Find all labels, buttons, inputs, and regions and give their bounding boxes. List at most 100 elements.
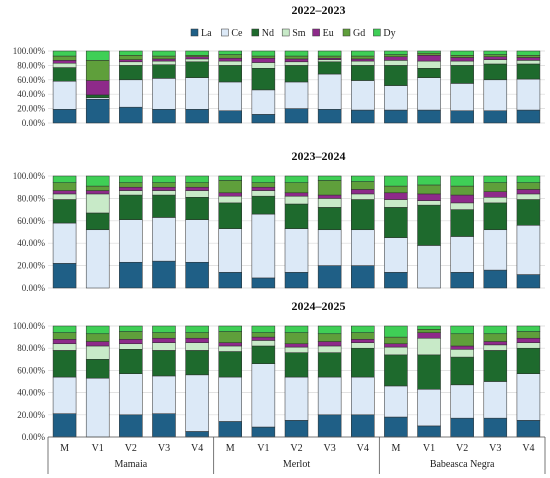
bar-segment-sm [85, 193, 110, 214]
bar-stack-m [384, 175, 408, 289]
x-tick-label: M [60, 443, 69, 454]
bar-segment-ce [384, 385, 408, 418]
bar-segment-sm [384, 346, 408, 356]
bar-segment-nd [284, 352, 309, 378]
bar-stack-v2 [284, 175, 309, 289]
bar-segment-ce [450, 384, 474, 419]
x-tick-label: M [391, 443, 400, 454]
panel-2: 2023–2024 0.00% 20.00% 40.00% 60.00% 80.00% 10… [13, 149, 545, 293]
legend-swatch [312, 28, 320, 37]
bar-segment-nd [52, 199, 77, 224]
bar-stack-v4 [185, 325, 209, 438]
bar-segment-eu [483, 341, 508, 346]
bar-segment-la [218, 110, 242, 124]
y-tick-label: 100.00% [13, 171, 46, 181]
bar-segment-dy [284, 325, 309, 333]
bar-segment-ce [85, 229, 110, 289]
bar-stack-v4 [516, 175, 541, 289]
bar-segment-la [52, 263, 77, 289]
bar-stack-v3 [317, 175, 342, 289]
bar-segment-sm [450, 202, 474, 210]
bar-segment-ce [483, 79, 508, 112]
bar-segment-dy [317, 325, 342, 335]
bar-segment-ce [119, 373, 143, 416]
bar-segment-dy [284, 50, 309, 57]
bar-segment-dy [185, 50, 209, 56]
bar-segment-sm [450, 60, 474, 66]
bar-segment-ce [85, 377, 110, 438]
bar-segment-gd [85, 185, 110, 191]
bar-segment-la [152, 109, 176, 124]
x-tick-label: V4 [357, 443, 369, 454]
bar-segment-sm [119, 61, 143, 66]
bar-segment-nd [152, 350, 176, 377]
bar-segment-gd [317, 55, 342, 59]
bar-segment-gd [218, 54, 242, 59]
bar-segment-eu [284, 58, 309, 63]
bar-segment-nd [450, 356, 474, 386]
bar-segment-dy [483, 175, 508, 183]
bar-stack-m [218, 325, 242, 438]
bar-segment-sm [417, 200, 441, 206]
bar-stack-v1 [85, 175, 110, 289]
bar-segment-sm [52, 343, 77, 351]
bar-segment-sm [152, 60, 176, 65]
bar-segment-nd [85, 359, 110, 379]
bar-stack-v4 [185, 175, 209, 289]
bar-segment-gd [516, 182, 541, 190]
bar-segment-ce [516, 78, 541, 111]
bar-segment-sm [152, 342, 176, 351]
bar-segment-nd [417, 354, 441, 390]
bar-segment-nd [516, 347, 541, 374]
bar-segment-eu [52, 60, 77, 64]
panel-3: 2024–2025 0.00% 20.00% 40.00% 60.00% 80.00% 10… [13, 299, 545, 442]
bar-stack-v3 [317, 50, 342, 124]
bar-segment-gd [119, 55, 143, 60]
bar-segment-la [516, 274, 541, 289]
bar-segment-sm [483, 344, 508, 351]
bar-segment-la [284, 108, 309, 124]
bar-segment-gd [185, 182, 209, 188]
bar-stack-v2 [119, 50, 143, 124]
bar-segment-sm [417, 337, 441, 356]
bar-segment-ce [450, 236, 474, 273]
bar-segment-ce [317, 376, 342, 416]
bar-segment-dy [85, 50, 110, 61]
bar-segment-eu [483, 191, 508, 198]
bar-segment-sm [218, 345, 242, 352]
bar-segment-nd [152, 64, 176, 79]
bar-segment-la [450, 110, 474, 124]
legend-item-eu: Eu [312, 28, 334, 39]
bar-segment-eu [450, 194, 474, 204]
bar-segment-gd [351, 55, 375, 60]
bar-segment-gd [52, 55, 77, 61]
bar-segment-sm [119, 190, 143, 196]
bar-segment-la [351, 109, 375, 124]
bar-segment-la [119, 106, 143, 124]
bar-segment-ce [251, 363, 276, 428]
legend: La Ce Nd Sm Eu Gd Dy [190, 28, 396, 39]
x-axis-categories: M V1 V2 V3 V4 M V1 V2 V3 V4 M V1 V2 V3 V4 Mamaia Merlot B… [47, 436, 546, 474]
y-tick-label: 20.00% [17, 261, 45, 271]
bar-segment-ce [251, 89, 276, 115]
bar-segment-dy [483, 50, 508, 55]
bar-segment-dy [251, 50, 276, 57]
bar-segment-la [450, 272, 474, 289]
legend-label: Gd [353, 28, 365, 39]
bar-segment-eu [52, 339, 77, 345]
bar-segment-ce [317, 73, 342, 110]
bar-segment-dy [417, 325, 441, 330]
bar-segment-eu [384, 56, 408, 61]
bar-segment-dy [119, 50, 143, 56]
bar-segment-sm [185, 58, 209, 63]
bar-segment-eu [351, 189, 375, 195]
bar-segment-ce [483, 381, 508, 419]
bar-segment-gd [516, 331, 541, 339]
legend-swatch [190, 28, 199, 37]
bar-segment-gd [450, 333, 474, 347]
bar-segment-dy [218, 50, 242, 55]
bar-segment-ce [251, 213, 276, 279]
bar-stack-m [218, 50, 242, 124]
bar-stack-v3 [483, 175, 508, 289]
legend-label: Dy [383, 28, 395, 39]
